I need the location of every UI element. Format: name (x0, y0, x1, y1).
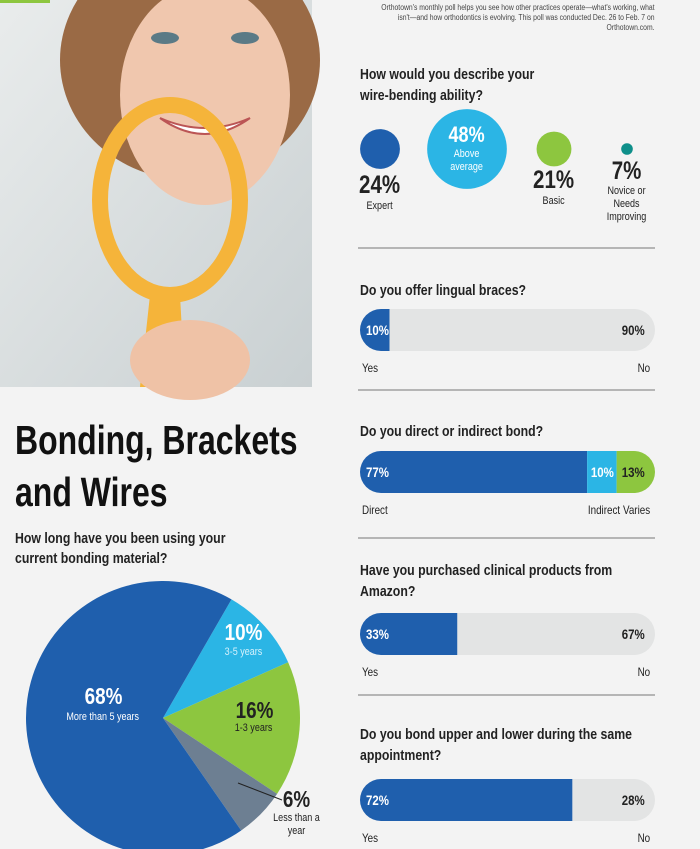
category-label: Expert (366, 200, 394, 212)
pie-slice (163, 599, 289, 718)
value-label: 67% (621, 626, 645, 642)
value-label: 13% (621, 464, 645, 480)
bar-segment (587, 451, 617, 493)
category-label: 1-3 years (235, 722, 273, 734)
category-label: Less than a year (272, 812, 320, 837)
category-label: Yes (362, 665, 379, 679)
value-label: 10% (366, 322, 389, 338)
category-label: More than 5 years (66, 711, 140, 723)
category-label: Indirect (588, 503, 621, 517)
category-label: Direct (362, 503, 388, 517)
question: Have you purchased clinical products fro… (360, 562, 613, 600)
bubble (621, 143, 633, 155)
bar-segment (389, 309, 655, 351)
value-label: 10% (224, 619, 262, 645)
category-label: Above average (450, 148, 484, 173)
stacked-bar (360, 613, 655, 655)
value-label: 24% (359, 171, 401, 199)
question: How would you describe your wire-bending… (360, 66, 535, 104)
bar-segment (360, 613, 458, 655)
value-label: 72% (366, 792, 389, 808)
pie-slice (163, 718, 278, 831)
value-label: 33% (366, 626, 389, 642)
stacked-bar (360, 451, 655, 493)
page-title: Bonding, Brackets and Wires (15, 417, 298, 515)
category-label: Novice or Needs Improving (607, 185, 647, 223)
value-label: 10% (590, 464, 614, 480)
question: How long have you been using your curren… (15, 530, 226, 567)
bar-segment (616, 451, 655, 493)
bubble (536, 131, 572, 167)
category-label: Yes (362, 831, 379, 845)
value-label: 21% (533, 166, 575, 194)
question: Do you direct or indirect bond? (360, 423, 544, 440)
stacked-bar (360, 309, 655, 351)
bar-segment (360, 451, 588, 493)
value-label: 28% (621, 792, 645, 808)
value-label: 48% (448, 122, 486, 147)
pie-slice (26, 581, 242, 849)
intro-text: Orthotown's monthly poll helps you see h… (381, 3, 655, 32)
bar-segment (572, 779, 655, 821)
category-label: No (637, 665, 650, 679)
category-label: Varies (622, 503, 650, 517)
value-label: 77% (366, 464, 389, 480)
question: Do you offer lingual braces? (360, 282, 527, 299)
value-label: 7% (612, 157, 642, 185)
category-label: Yes (362, 361, 379, 375)
photo (0, 0, 320, 400)
value-label: 90% (621, 322, 645, 338)
value-label: 16% (235, 697, 273, 723)
category-label: Basic (542, 195, 566, 207)
category-label: No (637, 831, 650, 845)
stacked-bar (360, 779, 655, 821)
bubble (360, 129, 400, 169)
question: Do you bond upper and lower during the s… (360, 726, 632, 764)
bubble (427, 109, 507, 189)
bar-segment (360, 779, 573, 821)
bar-segment (457, 613, 655, 655)
category-label: 3-5 years (224, 646, 262, 658)
category-label: No (637, 361, 650, 375)
leader-line (237, 782, 283, 801)
value-label: 6% (282, 786, 310, 812)
pie-slice (163, 662, 300, 794)
separators (358, 247, 655, 696)
value-label: 68% (84, 683, 122, 709)
